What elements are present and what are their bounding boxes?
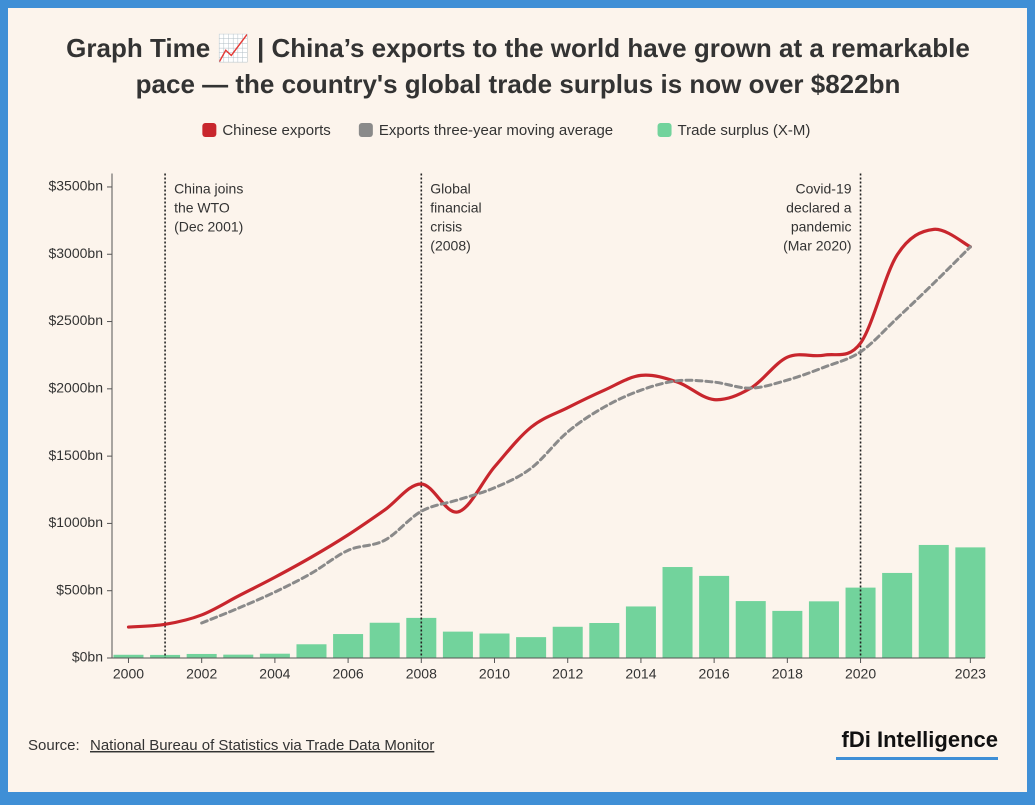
chart-title: pace — the country's global trade surplu…	[136, 69, 901, 99]
bar	[259, 653, 290, 658]
y-tick-label: $2000bn	[48, 380, 103, 396]
x-tick-label: 2004	[259, 666, 290, 682]
source-label: Source:	[28, 737, 80, 754]
source: National Bureau of Statistics via Trade …	[90, 737, 434, 754]
bar	[589, 623, 620, 658]
logo: fDi Intelligence	[842, 727, 998, 752]
annotation-text: declared a	[786, 200, 852, 216]
bar	[516, 637, 547, 658]
bar	[882, 572, 913, 658]
bar	[625, 606, 656, 658]
y-tick-label: $1000bn	[48, 514, 103, 530]
annotation-text: crisis	[430, 219, 462, 235]
x-tick-label: 2006	[333, 666, 364, 682]
annotation-text: pandemic	[791, 219, 852, 235]
bar	[699, 575, 730, 658]
x-tick-label: 2002	[186, 666, 217, 682]
annotation-text: (2008)	[430, 238, 470, 254]
x-tick-label: 2012	[552, 666, 583, 682]
legend-swatch	[358, 123, 373, 137]
annotation-text: Global	[430, 181, 470, 197]
bar	[296, 644, 327, 658]
bar	[918, 544, 949, 658]
x-tick-label: 2010	[479, 666, 510, 682]
y-tick-label: $500bn	[56, 581, 103, 597]
annotation-text: China joins	[174, 181, 243, 197]
panel	[8, 8, 1027, 792]
logo-underline	[836, 757, 998, 760]
x-tick-label: 2016	[699, 666, 730, 682]
bar	[113, 654, 144, 658]
x-tick-label: 2018	[772, 666, 803, 682]
bar	[369, 622, 400, 658]
bar	[552, 626, 583, 658]
bar	[772, 610, 803, 658]
bar	[186, 653, 217, 658]
bar	[150, 654, 181, 658]
x-tick-label: 2020	[845, 666, 876, 682]
legend-label: Chinese exports	[222, 122, 330, 139]
x-tick-label: 2008	[406, 666, 437, 682]
x-tick-label: 2000	[113, 666, 144, 682]
bar	[662, 567, 693, 658]
legend-label: Trade surplus (X-M)	[678, 122, 811, 139]
y-tick-label: $0bn	[72, 649, 103, 665]
y-tick-label: $1500bn	[48, 447, 103, 463]
annotation-text: Covid-19	[796, 181, 852, 197]
line	[126, 227, 972, 629]
bar	[479, 633, 510, 658]
legend-swatch	[202, 123, 217, 137]
annotation-text: (Mar 2020)	[783, 238, 851, 254]
line	[200, 245, 972, 625]
annotation-text: (Dec 2001)	[174, 219, 243, 235]
annotation-text: financial	[430, 200, 481, 216]
annotation-text: the WTO	[174, 200, 230, 216]
chart-title: Graph Time 📈 | China’s exports to the wo…	[66, 33, 970, 63]
x-tick-label: 2023	[955, 666, 986, 682]
bar	[333, 634, 364, 658]
bar	[955, 547, 986, 658]
bar	[808, 601, 839, 658]
x-tick-label: 2014	[625, 666, 656, 682]
bar	[223, 654, 254, 658]
legend-label: Exports three-year moving average	[379, 122, 613, 139]
y-tick-label: $3000bn	[48, 245, 103, 261]
y-tick-label: $2500bn	[48, 312, 103, 328]
y-tick-label: $3500bn	[48, 178, 103, 194]
bar	[735, 601, 766, 658]
legend-swatch	[657, 123, 672, 137]
bar	[442, 631, 473, 658]
